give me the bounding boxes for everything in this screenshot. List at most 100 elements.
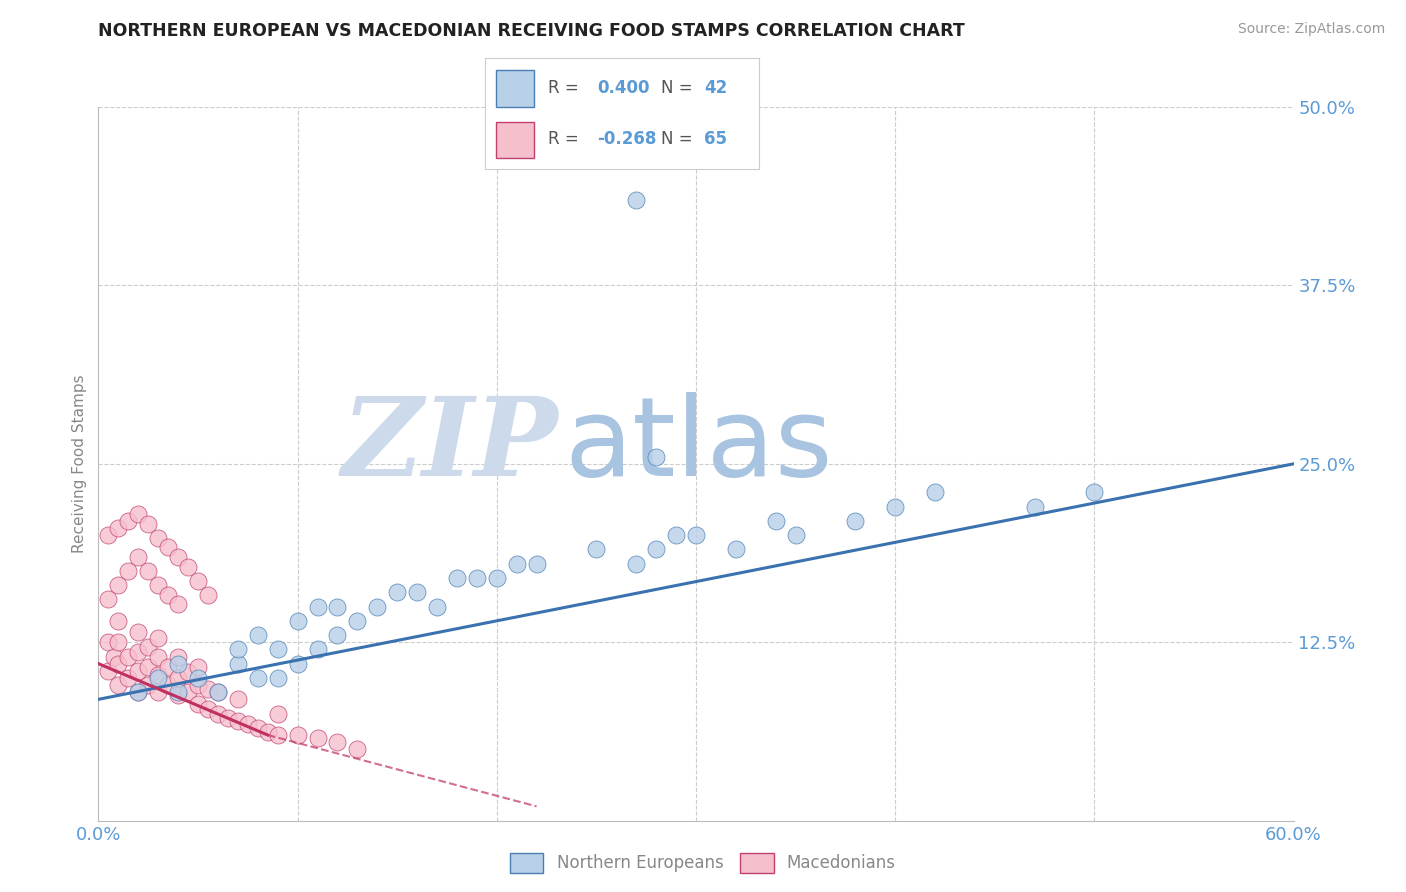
Point bbox=[157, 588, 180, 602]
Point bbox=[385, 585, 409, 599]
Text: Source: ZipAtlas.com: Source: ZipAtlas.com bbox=[1237, 22, 1385, 37]
Point bbox=[148, 685, 170, 699]
Text: atlas: atlas bbox=[565, 392, 832, 500]
Point bbox=[267, 671, 290, 685]
Text: 42: 42 bbox=[704, 79, 728, 97]
Point bbox=[585, 542, 607, 557]
Point bbox=[207, 706, 229, 721]
Point bbox=[307, 731, 329, 745]
FancyBboxPatch shape bbox=[496, 70, 534, 107]
Point bbox=[844, 514, 866, 528]
Point bbox=[167, 688, 190, 702]
Point bbox=[187, 697, 209, 711]
Point bbox=[884, 500, 907, 514]
Point bbox=[256, 725, 278, 739]
Point bbox=[148, 531, 170, 545]
Point bbox=[127, 507, 149, 521]
Point bbox=[187, 678, 209, 692]
Text: 0.400: 0.400 bbox=[598, 79, 650, 97]
Point bbox=[645, 450, 668, 464]
Point bbox=[127, 549, 149, 564]
Point bbox=[485, 571, 508, 585]
Point bbox=[685, 528, 707, 542]
Point bbox=[226, 657, 249, 671]
Point bbox=[246, 671, 269, 685]
Point bbox=[246, 628, 269, 642]
Point bbox=[117, 671, 139, 685]
Point bbox=[103, 649, 125, 664]
Point bbox=[197, 588, 219, 602]
Point bbox=[226, 714, 249, 728]
Point bbox=[107, 657, 129, 671]
Point bbox=[127, 664, 149, 678]
Text: R =: R = bbox=[548, 79, 583, 97]
Point bbox=[207, 685, 229, 699]
Point bbox=[217, 711, 239, 725]
Point bbox=[287, 728, 309, 742]
Point bbox=[526, 557, 548, 571]
Point bbox=[665, 528, 688, 542]
Point bbox=[136, 564, 159, 578]
Point bbox=[267, 728, 290, 742]
Point bbox=[167, 671, 190, 685]
Point bbox=[148, 631, 170, 645]
Point bbox=[236, 716, 259, 731]
Point bbox=[187, 574, 209, 588]
Point bbox=[117, 564, 139, 578]
Point bbox=[724, 542, 747, 557]
Point bbox=[326, 628, 349, 642]
Point bbox=[107, 578, 129, 592]
Point bbox=[346, 742, 368, 756]
Y-axis label: Receiving Food Stamps: Receiving Food Stamps bbox=[72, 375, 87, 553]
Point bbox=[157, 659, 180, 673]
Point bbox=[167, 685, 190, 699]
Point bbox=[187, 659, 209, 673]
Point bbox=[136, 678, 159, 692]
Point bbox=[148, 578, 170, 592]
Text: NORTHERN EUROPEAN VS MACEDONIAN RECEIVING FOOD STAMPS CORRELATION CHART: NORTHERN EUROPEAN VS MACEDONIAN RECEIVIN… bbox=[98, 22, 965, 40]
Point bbox=[148, 668, 170, 682]
Point bbox=[107, 678, 129, 692]
Point bbox=[326, 599, 349, 614]
Text: R =: R = bbox=[548, 130, 583, 148]
Point bbox=[148, 671, 170, 685]
Point bbox=[97, 592, 120, 607]
Point bbox=[177, 665, 200, 680]
Point bbox=[97, 528, 120, 542]
Point bbox=[117, 649, 139, 664]
Text: ZIP: ZIP bbox=[342, 392, 558, 500]
Point bbox=[924, 485, 946, 500]
Point bbox=[1083, 485, 1105, 500]
Point bbox=[366, 599, 388, 614]
Text: N =: N = bbox=[661, 79, 697, 97]
Point bbox=[1024, 500, 1046, 514]
Legend: Northern Europeans, Macedonians: Northern Europeans, Macedonians bbox=[503, 847, 903, 880]
Point bbox=[785, 528, 807, 542]
Point bbox=[177, 685, 200, 699]
Point bbox=[136, 659, 159, 673]
Point bbox=[624, 557, 647, 571]
Point bbox=[267, 706, 290, 721]
Point bbox=[107, 521, 129, 535]
Point bbox=[197, 682, 219, 697]
Point bbox=[136, 640, 159, 654]
Point bbox=[177, 559, 200, 574]
Text: N =: N = bbox=[661, 130, 697, 148]
Point bbox=[167, 597, 190, 611]
Point bbox=[167, 549, 190, 564]
FancyBboxPatch shape bbox=[496, 121, 534, 158]
Point bbox=[157, 678, 180, 692]
Point bbox=[148, 649, 170, 664]
Point bbox=[127, 685, 149, 699]
Text: 65: 65 bbox=[704, 130, 727, 148]
Point bbox=[117, 514, 139, 528]
Point bbox=[465, 571, 488, 585]
Point bbox=[167, 657, 190, 671]
Point bbox=[765, 514, 787, 528]
Point bbox=[624, 193, 647, 207]
Point bbox=[346, 614, 368, 628]
Text: -0.268: -0.268 bbox=[598, 130, 657, 148]
Point bbox=[136, 516, 159, 531]
Point bbox=[506, 557, 529, 571]
Point bbox=[127, 645, 149, 659]
